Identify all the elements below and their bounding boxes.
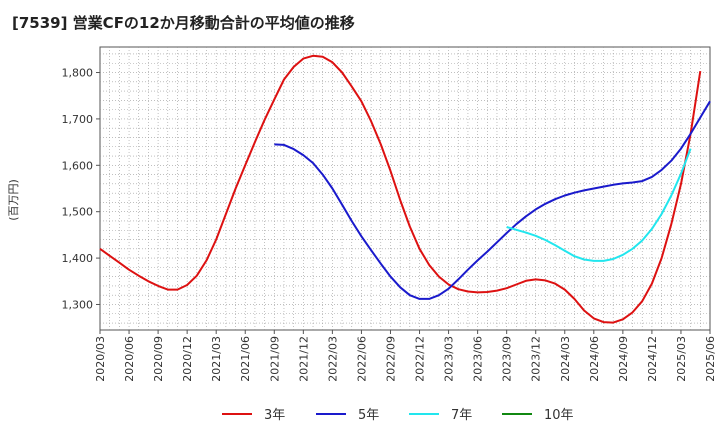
legend-label-2: 7年 <box>451 408 472 423</box>
x-tick-label: 2024/06 <box>588 336 601 382</box>
x-tick-label: 2020/06 <box>123 336 136 382</box>
y-tick-label: 1,600 <box>62 159 94 172</box>
x-tick-label: 2023/12 <box>530 336 543 382</box>
x-tick-label: 2024/03 <box>559 336 572 382</box>
x-tick-label: 2022/09 <box>384 336 397 382</box>
series-line-0 <box>99 54 702 324</box>
x-tick-label: 2021/09 <box>268 336 281 382</box>
x-ticks: 2020/03 2020/06 2020/09 2020/12 2021/03 2021/… <box>94 330 717 382</box>
y-tick-label: 1,500 <box>62 206 94 219</box>
x-tick-label: 2020/12 <box>181 336 194 382</box>
legend-label-0: 3年 <box>264 408 285 423</box>
y-tick-label: 1,300 <box>62 298 94 311</box>
x-tick-label: 2021/03 <box>210 336 223 382</box>
series-line-2 <box>506 148 692 262</box>
chart-title: [7539] 営業CFの12か月移動合計の平均値の推移 <box>12 14 355 32</box>
legend: 3年 5年 7年 10年 <box>222 408 574 423</box>
legend-label-1: 5年 <box>358 408 379 423</box>
plot-area <box>99 46 711 331</box>
x-tick-label: 2021/06 <box>239 336 252 382</box>
x-tick-label: 2023/06 <box>472 336 485 382</box>
x-tick-label: 2023/09 <box>501 336 514 382</box>
legend-label-3: 10年 <box>544 408 574 423</box>
x-tick-label: 2022/03 <box>326 336 339 382</box>
y-axis-label: (百万円) <box>7 179 20 221</box>
series-line-1 <box>274 100 711 300</box>
x-tick-label: 2024/12 <box>646 336 659 382</box>
x-tick-label: 2020/09 <box>152 336 165 382</box>
y-tick-label: 1,800 <box>62 67 94 80</box>
grid <box>100 47 710 330</box>
x-tick-label: 2022/06 <box>355 336 368 382</box>
series-lines <box>99 54 711 324</box>
x-tick-label: 2024/09 <box>617 336 630 382</box>
x-tick-label: 2020/03 <box>94 336 107 382</box>
x-tick-label: 2025/06 <box>704 336 717 382</box>
y-tick-label: 1,400 <box>62 252 94 265</box>
x-tick-label: 2021/12 <box>297 336 310 382</box>
y-ticks: 1,300 1,400 1,500 1,600 1,700 1,800 <box>62 67 100 311</box>
x-tick-label: 2025/03 <box>675 336 688 382</box>
x-tick-label: 2023/03 <box>443 336 456 382</box>
y-tick-label: 1,700 <box>62 113 94 126</box>
x-tick-label: 2022/12 <box>414 336 427 382</box>
